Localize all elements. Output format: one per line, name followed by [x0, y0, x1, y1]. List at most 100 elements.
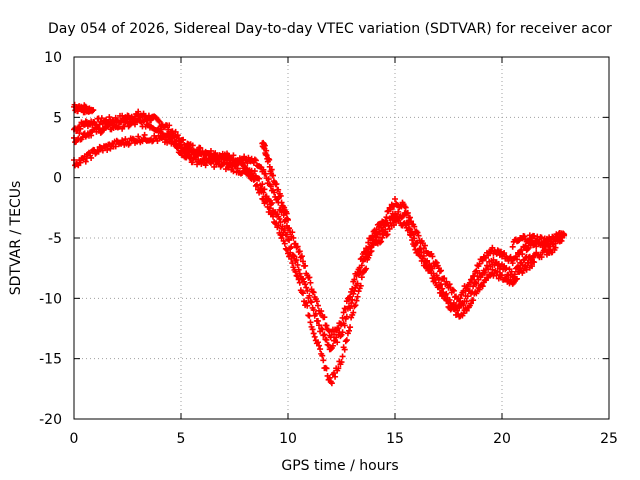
data-point [314, 317, 321, 324]
data-point [440, 291, 447, 298]
data-point [74, 161, 81, 168]
data-point [302, 281, 309, 288]
data-point [342, 338, 349, 345]
data-point [296, 248, 303, 255]
data-point [253, 181, 260, 188]
data-point [415, 232, 422, 239]
data-point [277, 192, 284, 199]
data-point [441, 275, 448, 282]
data-point [126, 140, 133, 147]
data-point [402, 204, 409, 211]
data-point [419, 255, 426, 262]
data-point [311, 333, 318, 340]
data-point [443, 278, 450, 285]
data-point [479, 257, 486, 264]
y-tick-label: -20 [39, 412, 62, 428]
data-point [473, 267, 480, 274]
data-point [463, 307, 470, 314]
data-point [172, 141, 179, 148]
data-point [279, 232, 286, 239]
data-point [479, 283, 486, 290]
data-point [131, 121, 138, 128]
data-point [290, 252, 297, 259]
data-point [135, 133, 142, 140]
data-point [354, 280, 361, 287]
data-point [415, 249, 422, 256]
data-point [531, 259, 538, 266]
data-point [180, 136, 187, 143]
data-point [180, 147, 187, 154]
data-point [473, 280, 480, 287]
data-point [98, 115, 105, 122]
data-point [156, 118, 163, 125]
data-point [511, 271, 518, 278]
data-point [302, 262, 309, 269]
data-point [460, 310, 467, 317]
data-point [307, 298, 314, 305]
data-point [472, 268, 479, 275]
data-point [444, 297, 451, 304]
data-point [304, 302, 311, 309]
data-point [319, 352, 326, 359]
data-point [292, 268, 299, 275]
data-point [319, 326, 326, 333]
data-point [525, 244, 532, 251]
data-point [408, 232, 415, 239]
data-point [366, 252, 373, 259]
data-point [467, 300, 474, 307]
axis-ticks [73, 56, 610, 420]
data-point [494, 268, 501, 275]
data-point [340, 309, 347, 316]
data-point [357, 282, 364, 289]
data-point [406, 214, 413, 221]
data-point [113, 137, 120, 144]
data-point [200, 156, 207, 163]
data-point [454, 307, 461, 314]
data-point [148, 116, 155, 123]
data-point [285, 236, 291, 243]
data-point [287, 249, 294, 256]
data-point [296, 279, 303, 286]
data-point [303, 284, 310, 291]
data-point [435, 284, 442, 291]
data-point [438, 267, 445, 274]
data-point [335, 325, 342, 332]
data-point [501, 250, 508, 257]
data-point [402, 209, 409, 216]
data-point [265, 176, 272, 183]
data-point [318, 325, 325, 332]
data-point [282, 245, 289, 252]
data-point [351, 276, 358, 283]
data-point [439, 285, 446, 292]
x-tick-label: 5 [177, 431, 186, 447]
data-point [383, 214, 390, 221]
data-point [352, 302, 359, 309]
data-point [494, 247, 501, 254]
data-point [411, 223, 418, 230]
data-point [275, 186, 282, 193]
data-point [401, 203, 408, 210]
data-point [509, 260, 516, 267]
data-point [321, 331, 328, 338]
data-point [174, 132, 181, 139]
data-point [351, 303, 358, 310]
data-point [408, 218, 415, 225]
data-point [293, 256, 300, 263]
data-point [266, 156, 273, 163]
data-point [392, 195, 398, 202]
data-point [283, 246, 290, 253]
data-point [281, 227, 288, 234]
data-point [314, 302, 321, 309]
data-point [240, 159, 247, 166]
data-point [411, 242, 418, 249]
data-point [309, 326, 316, 333]
data-point [286, 237, 293, 244]
data-point [358, 274, 365, 281]
data-point [323, 336, 330, 343]
data-point [293, 244, 300, 251]
data-point [145, 112, 152, 119]
data-point [561, 231, 568, 238]
data-point [172, 128, 179, 135]
data-point [355, 288, 362, 295]
